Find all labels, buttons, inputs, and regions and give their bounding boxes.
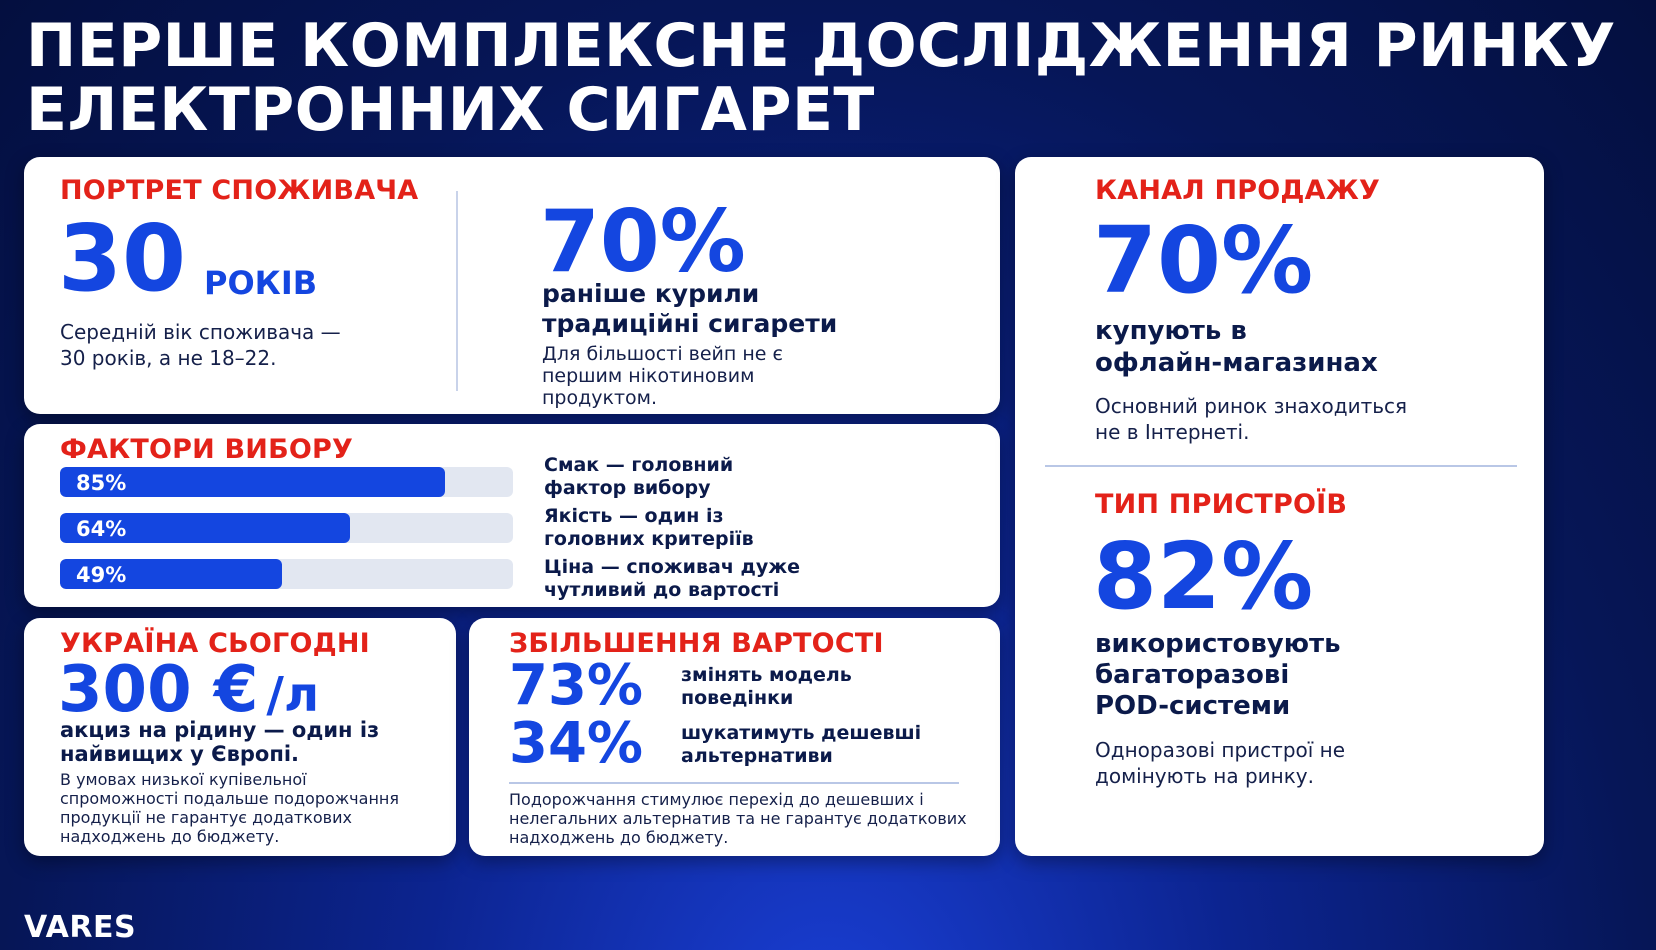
factor-text-price: Ціна — споживач дуже чутливий до вартост… [544, 556, 801, 601]
factor-bar-fill: 49% [60, 559, 282, 589]
price-increase-divider [509, 782, 959, 784]
consumer-portrait-card: ПОРТРЕТ СПОЖИВАЧА 30 РОКІВ Середній вік … [24, 157, 1000, 414]
average-age-value: 30 [58, 205, 187, 312]
sales-channel-label: КАНАЛ ПРОДАЖУ [1095, 175, 1381, 206]
pod-systems-text: використовують багаторазові POD-системи [1095, 629, 1341, 721]
ukraine-today-card: УКРАЇНА СЬОГОДНІ 300 €/л акциз на рідину… [24, 618, 456, 856]
offline-purchase-note: Основний ринок знаходиться не в Інтернет… [1095, 394, 1408, 444]
price-increase-note: Подорожчання стимулює перехід до дешевши… [509, 790, 967, 847]
offline-purchase-value: 70% [1093, 207, 1314, 314]
pod-systems-value: 82% [1093, 523, 1314, 630]
offline-purchase-text: купують в офлайн-магазинах [1095, 316, 1378, 378]
excise-note: В умовах низької купівельної спроможност… [60, 770, 399, 846]
price-increase-label: ЗБІЛЬШЕННЯ ВАРТОСТІ [509, 628, 884, 659]
cheaper-alternatives-text: шукатимуть дешевші альтернативи [681, 722, 922, 767]
page-title-line-2: ЕЛЕКТРОННИХ СИГАРЕТ [26, 75, 875, 145]
factor-bar-quality: 64% [60, 513, 513, 543]
excise-text: акциз на рідину — один із найвищих у Євр… [60, 718, 380, 766]
excise-unit: /л [266, 667, 320, 723]
former-smokers-note: Для більшості вейп не є першим нікотинов… [542, 343, 783, 409]
behavior-change-text: змінять модель поведінки [681, 664, 852, 709]
page-title: ПЕРШЕ КОМПЛЕКСНЕ ДОСЛІДЖЕННЯ РИНКУ ЕЛЕКТ… [26, 14, 1626, 142]
choice-factors-card: ФАКТОРИ ВИБОРУ 85% Смак — головний факто… [24, 424, 1000, 607]
excise-value: 300 €/л [58, 653, 320, 727]
portrait-divider [456, 191, 458, 391]
factor-text-taste: Смак — головний фактор вибору [544, 454, 734, 499]
page-title-line-1: ПЕРШЕ КОМПЛЕКСНЕ ДОСЛІДЖЕННЯ РИНКУ [26, 11, 1616, 81]
factor-value-label: 49% [76, 563, 127, 587]
market-divider [1045, 465, 1517, 467]
price-increase-card: ЗБІЛЬШЕННЯ ВАРТОСТІ 73% змінять модель п… [469, 618, 1000, 856]
vares-logo: VARES [24, 910, 137, 945]
factor-text-quality: Якість — один із головних критеріїв [544, 505, 754, 550]
choice-factors-label: ФАКТОРИ ВИБОРУ [60, 434, 354, 465]
factor-bar-fill: 85% [60, 467, 446, 497]
average-age-unit: РОКІВ [204, 264, 318, 302]
consumer-portrait-label: ПОРТРЕТ СПОЖИВАЧА [60, 175, 419, 206]
market-card: КАНАЛ ПРОДАЖУ 70% купують в офлайн-магаз… [1015, 157, 1544, 856]
behavior-change-value: 73% [509, 653, 644, 718]
factor-value-label: 64% [76, 517, 127, 541]
device-type-label: ТИП ПРИСТРОЇВ [1095, 489, 1348, 520]
factor-bar-fill: 64% [60, 513, 350, 543]
factor-bar-price: 49% [60, 559, 513, 589]
factor-value-label: 85% [76, 471, 127, 495]
former-smokers-value: 70% [540, 192, 746, 292]
ukraine-today-label: УКРАЇНА СЬОГОДНІ [60, 628, 370, 659]
former-smokers-text: раніше курили традиційні сигарети [542, 279, 838, 338]
average-age-note: Середній вік споживача — 30 років, а не … [60, 320, 341, 370]
pod-systems-note: Одноразові пристрої не домінують на ринк… [1095, 738, 1346, 788]
factor-bar-taste: 85% [60, 467, 513, 497]
cheaper-alternatives-value: 34% [509, 711, 644, 776]
